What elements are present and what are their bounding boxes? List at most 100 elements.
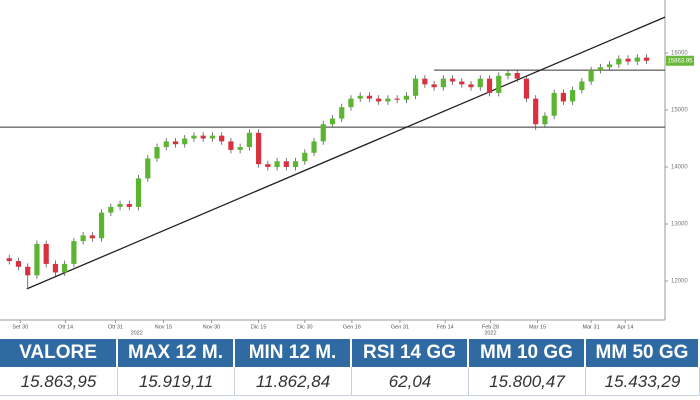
candle-body [385, 98, 391, 102]
table-header: MIN 12 M. [235, 339, 352, 367]
table-cell: 62,04 [352, 367, 469, 396]
table-cell: 11.862,84 [235, 367, 352, 396]
candle-body [394, 98, 400, 100]
candle-body [625, 58, 631, 62]
candle-body [302, 152, 308, 162]
candle-body [496, 75, 502, 93]
candle-body [588, 70, 594, 82]
candle-body [376, 98, 382, 102]
candle-body [89, 235, 95, 239]
table-header: RSI 14 GG [352, 339, 469, 367]
candle-body [431, 84, 437, 88]
last-price-tag [666, 55, 694, 66]
candle-body [52, 263, 59, 273]
candle-body [514, 72, 520, 79]
table-header: MAX 12 M. [118, 339, 235, 367]
candle-body [6, 258, 12, 262]
candle-body [560, 92, 567, 102]
candle-body [274, 161, 280, 168]
candle-body [200, 135, 206, 139]
candle-body [449, 78, 456, 82]
x-tick-sublabel: 2022 [131, 330, 143, 336]
table-header: VALORE [0, 339, 118, 367]
x-tick-sublabel: 2022 [484, 330, 496, 336]
candle-body [34, 243, 40, 276]
candle-body [62, 263, 68, 273]
candle-body [209, 135, 216, 139]
candle-body [570, 90, 576, 102]
table-cell: 15.433,29 [586, 367, 700, 396]
candle-body [43, 243, 49, 264]
chart: 12000 13000 14000 15000 16000 Set 30 Ott 14 Ott… [0, 0, 694, 336]
candle-body [533, 98, 539, 125]
table-header: MM 10 GG [469, 339, 586, 367]
y-tick-label: 15000 [671, 108, 688, 114]
x-tick-label: Nov 15 [155, 324, 172, 330]
candle-body [219, 135, 225, 142]
candle-body [256, 132, 262, 165]
candle-body [15, 261, 22, 267]
stats-table: VALORE MAX 12 M. MIN 12 M. RSI 14 GG MM 10 G… [0, 339, 700, 396]
x-tick-label: Gen 31 [391, 324, 409, 330]
table-header: MM 50 GG [586, 339, 700, 367]
candle-body [283, 161, 289, 168]
x-tick-label: Feb 28 [482, 324, 499, 330]
candle-body [163, 141, 169, 148]
candle-body [154, 147, 160, 159]
x-tick-label: Ott 14 [58, 324, 73, 330]
candle-body [597, 67, 603, 71]
candle-body [126, 204, 132, 207]
x-tick-label: Ott 31 [108, 324, 123, 330]
table-cell: 15.919,11 [118, 367, 235, 396]
y-tick-label: 13000 [671, 222, 688, 228]
candle-body [643, 57, 650, 61]
candle-body [616, 58, 622, 65]
candle-body [320, 124, 326, 142]
trend-line [26, 16, 666, 290]
y-tick-label: 14000 [671, 165, 688, 171]
x-tick-label: Set 30 [12, 324, 28, 330]
table-cell: 15.800,47 [469, 367, 586, 396]
candle-body [71, 241, 77, 264]
candle-body [440, 78, 446, 88]
candle-body [311, 141, 317, 153]
x-tick-label: Dic 30 [297, 324, 313, 330]
last-price-label: 15863.95 [667, 58, 693, 64]
x-tick-label: Mar 15 [529, 324, 546, 330]
candle-body [25, 266, 31, 276]
x-tick-label: Feb 14 [437, 324, 454, 330]
x-tick-label: Apr 14 [617, 324, 633, 330]
candle-body [98, 212, 105, 239]
x-tick-label: Dic 15 [251, 324, 267, 330]
candle-body [292, 161, 299, 168]
y-tick-label: 16000 [671, 51, 688, 57]
candle-body [523, 78, 530, 99]
candle-body [117, 204, 123, 207]
x-tick-label: Gen 16 [343, 324, 361, 330]
candle-body [182, 138, 188, 145]
candle-body [413, 78, 419, 96]
candle-body [172, 141, 179, 145]
candle-body [265, 164, 271, 168]
candle-body [542, 115, 548, 125]
x-tick-label: Mar 31 [583, 324, 600, 330]
candle-body [606, 64, 613, 68]
candle-body [634, 57, 640, 62]
candle-body [468, 84, 474, 88]
candle-body [551, 92, 557, 116]
candle-body [80, 235, 86, 242]
candle-body [145, 158, 151, 179]
candle-body [246, 132, 252, 148]
candle-body [329, 118, 336, 125]
candle-body [579, 81, 585, 91]
candle-body [486, 78, 493, 93]
candle-body [357, 95, 363, 99]
candle-body [348, 98, 354, 108]
candle-body [422, 78, 428, 85]
candle-body [108, 206, 114, 213]
x-tick-label: Nov 30 [203, 324, 220, 330]
candle-body [228, 141, 234, 150]
y-tick-label: 12000 [671, 279, 688, 285]
candle-body [135, 178, 142, 207]
